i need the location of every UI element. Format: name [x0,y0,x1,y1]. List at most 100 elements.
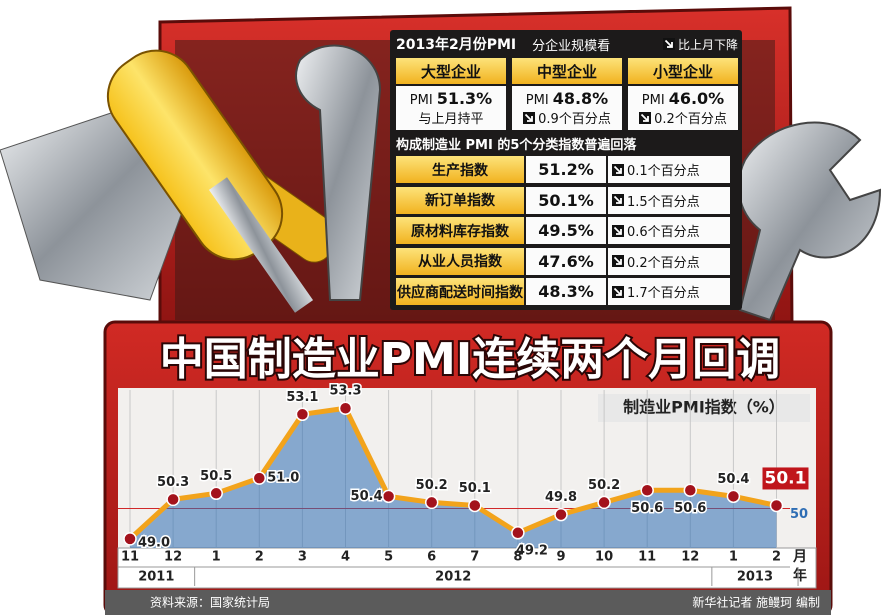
x-tick-label: 5 [384,550,393,565]
index-change: 0.1个百分点 [608,156,730,183]
group-unit: 年 [793,567,807,584]
size-label: PMI [642,93,665,108]
x-tick-label: 10 [595,550,613,565]
x-unit: 月 [792,549,807,565]
down-arrow-icon [612,225,624,237]
data-label: 50.4 [351,489,383,504]
x-tick-label: 9 [556,550,565,565]
size-change-row: 0.2个百分点 [639,108,727,127]
data-label: 50.1 [765,468,807,488]
size-value: PMI 51.3%与上月持平 [396,86,506,130]
x-tick-label: 3 [298,550,307,565]
panel-title: 2013年2月份PMI [396,34,516,54]
point [426,496,438,508]
size-percent: 51.3% [437,89,493,108]
index-name: 新订单指数 [396,187,524,214]
group-label: 2012 [435,570,471,585]
size-change: 与上月持平 [418,108,483,127]
index-value: 49.5% [526,217,606,244]
index-change-text: 0.6个百分点 [627,221,700,240]
point [598,496,610,508]
data-label: 50.2 [416,478,448,493]
size-change-row: 与上月持平 [418,108,483,127]
point [512,527,524,539]
size-value-row: PMI 51.3% [410,89,492,108]
x-tick-label: 6 [427,550,436,565]
size-value-row: PMI 48.8% [526,89,608,108]
data-label: 50.6 [631,501,663,516]
index-change-text: 0.1个百分点 [627,160,700,179]
y-tick-label: 50 [790,507,808,522]
data-label: 50.1 [459,481,491,496]
point [771,499,783,511]
index-value: 51.2% [526,156,606,183]
index-value: 50.1% [526,187,606,214]
point [296,408,308,420]
group-label: 2011 [138,570,174,585]
point [641,484,653,496]
size-change-row: 0.9个百分点 [523,108,611,127]
point [167,493,179,505]
index-change-text: 1.7个百分点 [627,282,700,301]
x-tick-label: 12 [681,550,699,565]
x-tick-label: 12 [164,550,182,565]
group-label: 2013 [737,570,773,585]
size-name: 小型企业 [628,58,738,84]
data-label: 50.6 [674,501,706,516]
indices-title: 构成制造业 PMI 的5个分类指数普遍回落 [396,133,736,153]
pmi-panel: 2013年2月份PMI分企业规模看比上月下降大型企业PMI51.3%与上月持平中… [390,30,742,310]
data-label: 50.2 [588,478,620,493]
size-change: 0.9个百分点 [538,108,611,127]
point [383,490,395,502]
down-arrow-icon [612,164,624,176]
legend-text: 比上月下降 [678,36,738,53]
index-name: 供应商配送时间指数 [396,278,524,305]
point [253,472,265,484]
data-label: 51.0 [267,471,299,486]
x-tick-label: 1 [212,550,221,565]
point [210,487,222,499]
data-label: 50.5 [200,469,232,484]
credit: 新华社记者 施鳗珂 编制 [692,595,820,610]
x-tick-label: 4 [341,550,350,565]
index-change: 0.6个百分点 [608,217,730,244]
legend: 比上月下降 [663,32,738,56]
chart-title: 中国制造业PMI连续两个月回调 [160,334,780,385]
index-name: 原材料库存指数 [396,217,524,244]
index-change: 0.2个百分点 [608,248,730,275]
down-arrow-icon [612,255,624,267]
x-tick-label: 11 [638,550,656,565]
point [555,509,567,521]
size-value: PMI 48.8%0.9个百分点 [512,86,622,130]
data-label: 50.4 [717,472,749,487]
index-change: 1.5个百分点 [608,187,730,214]
index-change: 1.7个百分点 [608,278,730,305]
down-arrow-icon [523,112,535,124]
down-arrow-icon [612,194,624,206]
size-percent: 48.8% [553,89,609,108]
index-change-text: 0.2个百分点 [627,252,700,271]
x-tick-label: 2 [772,550,781,565]
index-value: 48.3% [526,278,606,305]
x-tick-label: 11 [121,550,139,565]
index-value: 47.6% [526,248,606,275]
index-name: 生产指数 [396,156,524,183]
down-arrow-icon [639,112,651,124]
size-label: PMI [410,93,433,108]
point [124,533,136,545]
data-label: 49.8 [545,490,577,505]
source: 资料来源：国家统计局 [150,595,270,610]
data-label: 53.1 [286,390,318,405]
down-arrow-icon [612,286,624,298]
x-tick-label: 2 [255,550,264,565]
point [684,484,696,496]
size-label: PMI [526,93,549,108]
down-arrow-icon [663,38,675,50]
data-label: 49.0 [138,535,170,550]
size-change: 0.2个百分点 [654,108,727,127]
data-label: 50.3 [157,475,189,490]
infographic: 中国制造业PMI连续两个月回调 制造业PMI指数（%） 月 年 资料来源：国家统… [0,0,886,615]
x-tick-label: 8 [513,550,522,565]
panel-subtitle: 分企业规模看 [532,35,610,54]
